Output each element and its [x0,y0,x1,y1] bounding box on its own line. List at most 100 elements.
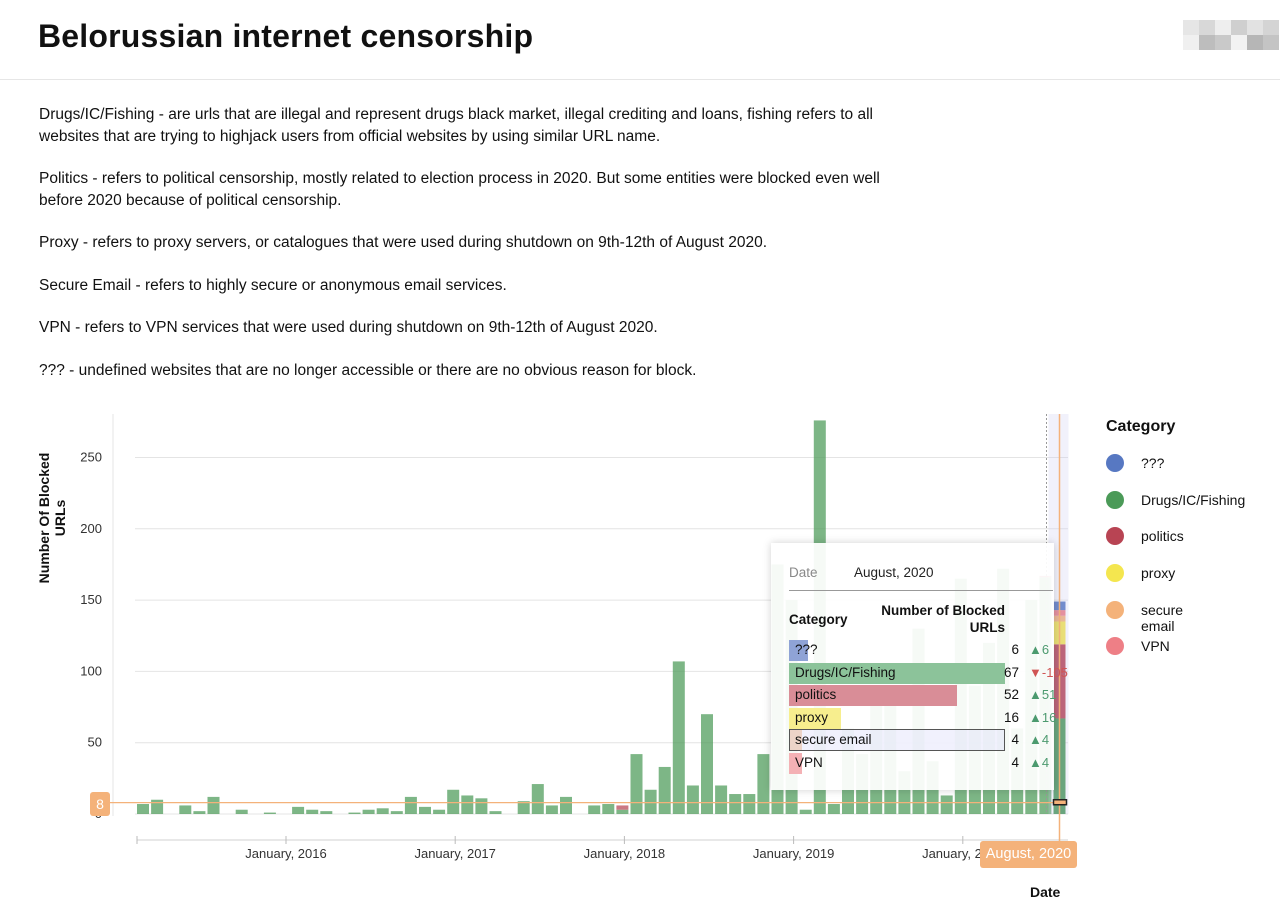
tooltip-header-category: Category [789,612,848,627]
legend-item[interactable]: VPN [1106,637,1175,674]
tooltip-delta: ▲4 [1029,755,1050,770]
tooltip-row: VPN 4 ▲4 [789,752,1053,775]
bar [151,799,164,814]
bar [560,796,572,814]
bar [475,798,488,814]
bar [137,804,149,814]
hovered-segment-outline [1052,798,1068,806]
legend: Category ??? Drugs/IC/Fishing politics prox… [1106,418,1245,674]
tooltip-value-bar [789,685,957,707]
category-descriptions: Drugs/IC/Fishing - are urls that are ill… [39,104,889,402]
tooltip-value: 4 [1011,755,1019,770]
legend-label: Drugs/IC/Fishing [1141,491,1246,508]
tooltip-category: Drugs/IC/Fishing [795,664,896,680]
bar [447,789,460,814]
description-drugs: Drugs/IC/Fishing - are urls that are ill… [39,106,873,145]
tooltip-value: 4 [1011,732,1019,748]
tooltip-category: secure email [795,732,872,748]
bar [743,794,756,814]
y-tick-label: 250 [80,450,102,465]
page-header: Belorussian internet censorship [0,0,1280,80]
legend-title: Category [1106,418,1176,435]
bar [545,805,558,814]
bar [419,806,431,814]
legend-swatch [1106,600,1124,619]
tooltip-category: proxy [795,709,829,725]
bar [672,661,685,814]
x-tick-label: January, 2016 [245,846,326,861]
legend-label: politics [1141,528,1184,545]
bar [701,714,713,814]
tooltip-value-bar [789,730,802,752]
bar [179,805,192,814]
x-tick-label: January, 2019 [753,846,834,861]
tooltip-delta: ▲4 [1029,732,1050,748]
x-tick-label: January, 2017 [414,846,495,861]
legend-swatch [1106,490,1124,509]
legend-item[interactable]: politics [1106,527,1184,564]
tooltip-value-bar [789,662,1005,684]
tooltip-row: proxy 16 ▲16 [789,707,1057,730]
description-proxy: Proxy - refers to proxy servers, or cata… [39,234,768,251]
tooltip-separator [789,590,1053,591]
bar [404,796,417,814]
tooltip-value-bar [789,707,841,729]
legend-item[interactable]: proxy [1106,564,1175,601]
y-tick-label: 50 [88,735,102,750]
tooltip-delta: ▼-105 [1029,664,1068,680]
bar [799,809,812,814]
tooltip-row: Drugs/IC/Fishing 67 ▼-105 [789,662,1068,685]
bar [517,801,530,814]
description-vpn: VPN - refers to VPN services that were u… [39,319,658,336]
bar [644,789,657,814]
tooltip-delta: ▲16 [1029,709,1057,725]
bar [348,812,361,814]
description-secure-email: Secure Email - refers to highly secure o… [39,276,507,294]
tooltip-row: secure email 4 ▲4 [789,729,1053,752]
x-tick-label: January, 2018 [584,846,665,861]
bar [376,808,389,814]
bar [686,785,699,814]
crosshair-x-value-badge: August, 2020 [980,841,1077,868]
legend-label: VPN [1141,638,1170,655]
bar [531,784,544,814]
tooltip-value: 52 [1003,687,1019,703]
tooltip-value: 16 [1003,709,1019,725]
legend-swatch [1106,637,1124,656]
tooltip-value-bar [789,753,802,774]
chart-tooltip: Date August, 2020 Category Number of Blo… [771,543,1068,790]
bar [757,754,770,814]
bar [461,795,474,814]
bar [306,809,319,814]
legend-swatch [1106,454,1124,472]
tooltip-category: ??? [795,642,818,657]
bar [602,804,615,814]
bar [489,811,502,814]
tooltip-row-highlight [789,729,1005,752]
tooltip-date-value: August, 2020 [854,565,934,580]
bar [390,811,403,814]
legend-label: ??? [1141,455,1165,471]
bar [207,796,220,814]
tooltip-delta: ▲51 [1029,687,1057,703]
bar [263,812,276,814]
bar [235,809,248,814]
legend-item[interactable]: Drugs/IC/Fishing [1106,490,1245,528]
y-tick-label: 150 [80,592,102,607]
tooltip-value: 6 [1011,642,1019,657]
bar [729,794,742,814]
legend-item[interactable]: secure email [1106,600,1183,638]
bar [940,795,953,814]
y-tick-label: 200 [80,521,102,536]
bar [715,785,728,814]
tooltip-delta: ▲6 [1029,642,1050,657]
y-tick-label: 100 [80,663,102,678]
crosshair-y-value-badge: 8 [90,792,110,816]
tooltip-category: politics [795,687,837,703]
tooltip-date-label: Date [789,565,818,580]
tooltip-category: VPN [795,755,823,770]
bar [292,806,305,814]
tooltip-header-number: Number of Blocked URLs [881,603,1005,635]
bar [616,809,629,814]
legend-item[interactable]: ??? [1106,454,1175,491]
